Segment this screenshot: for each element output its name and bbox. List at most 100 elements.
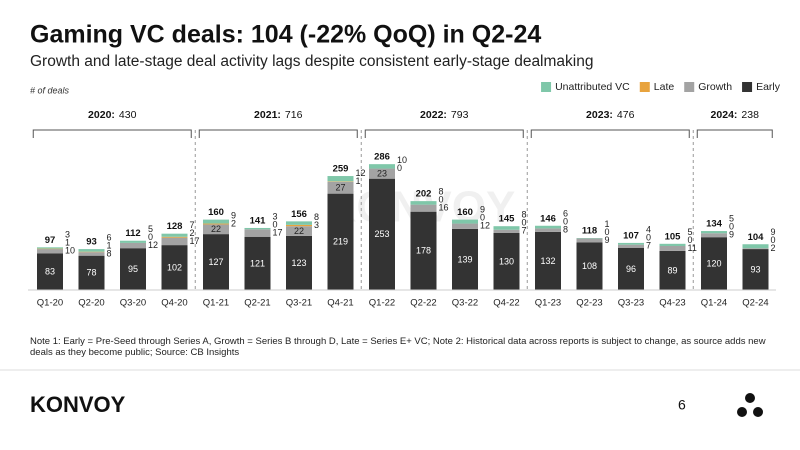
total-label: 145 [499, 214, 516, 225]
data-label: 0 [439, 195, 444, 205]
data-label: 253 [374, 229, 389, 239]
data-label: 12 [480, 221, 490, 231]
data-label: 4 [646, 225, 651, 235]
data-label: 83 [45, 267, 55, 277]
title: Gaming VC deals: 104 (-22% QoQ) in Q2-24 [30, 21, 541, 49]
bar-segment [452, 228, 478, 290]
bar-segment [535, 225, 561, 229]
x-tick-label: Q1-21 [203, 298, 229, 309]
bar-segment [369, 164, 395, 169]
data-label: 0 [273, 219, 278, 229]
data-label: 8 [563, 225, 568, 235]
bar-segment [618, 244, 644, 248]
data-label: 0 [688, 235, 693, 245]
data-label: 0 [522, 218, 527, 228]
total-label: 134 [706, 219, 723, 230]
bar-segment [78, 249, 105, 252]
bar-segment [286, 221, 312, 225]
data-label: 8 [439, 187, 444, 197]
total-label: 286 [374, 152, 390, 163]
year-name: 2024: [711, 109, 738, 121]
data-label: 12 [356, 168, 366, 178]
bar-segment [161, 233, 188, 237]
bar-segment [659, 243, 686, 246]
data-label: 23 [377, 168, 387, 178]
data-label: 3 [314, 220, 319, 230]
data-label: 0 [148, 232, 153, 242]
year-label: 2024: 238 [711, 109, 760, 121]
x-tick-label: Q2-21 [244, 298, 270, 309]
x-tick-label: Q4-21 [327, 298, 353, 309]
total-label: 160 [208, 207, 224, 218]
bar-segment [659, 250, 686, 290]
legend-swatch [742, 82, 753, 92]
x-tick-label: Q1-20 [37, 298, 63, 309]
legend-swatch [639, 82, 650, 92]
legend-swatch [541, 82, 552, 92]
data-label: 108 [582, 261, 597, 271]
x-tick-label: Q3-21 [286, 298, 312, 309]
bar-segment [535, 228, 561, 232]
data-label: 8 [107, 248, 112, 258]
data-label: 96 [626, 264, 636, 274]
year-label: 2021: 716 [254, 109, 303, 121]
bar-segment [120, 248, 146, 290]
data-label: 78 [86, 268, 96, 278]
data-label: 17 [190, 236, 200, 246]
data-label: 5 [729, 214, 734, 224]
bar-segment [120, 242, 146, 249]
total-label: 105 [665, 231, 682, 242]
year-label: 2023: 476 [586, 109, 635, 121]
data-label: 102 [167, 262, 182, 272]
x-tick-label: Q3-23 [618, 298, 644, 309]
total-label: 156 [291, 209, 307, 220]
data-label: 0 [480, 213, 485, 223]
data-label: 178 [416, 246, 431, 256]
bar-segment [369, 178, 395, 290]
total-label: 112 [125, 228, 140, 239]
bar-segment [78, 252, 105, 256]
legend-label: Late [654, 81, 675, 93]
data-label: 6 [107, 232, 112, 242]
x-tick-label: Q4-23 [659, 298, 685, 309]
total-label: 128 [167, 221, 183, 232]
logo [737, 393, 763, 417]
x-tick-label: Q2-20 [78, 298, 104, 309]
bar-segment [493, 229, 520, 233]
data-label: 3 [273, 211, 278, 221]
bar-segment [327, 181, 354, 194]
data-label: 89 [667, 265, 677, 275]
data-label: 5 [688, 227, 693, 237]
bar-segment [742, 249, 769, 290]
bar-segment [369, 168, 395, 179]
data-label: 9 [605, 235, 610, 245]
legend-label: Unattributed VC [555, 81, 630, 93]
legend-label: Growth [698, 81, 732, 93]
bar-segment [535, 231, 561, 290]
data-label: 0 [605, 227, 610, 237]
year-bracket [364, 129, 524, 138]
x-tick-label: Q4-20 [161, 298, 187, 309]
total-label: 160 [457, 207, 473, 218]
total-label: 104 [748, 232, 765, 243]
year-bracket [696, 129, 773, 138]
x-tick-label: Q1-24 [701, 298, 727, 309]
data-label: 127 [208, 257, 223, 267]
bar-segment [493, 226, 520, 230]
bar-segment [701, 233, 727, 238]
data-label: 139 [457, 254, 472, 264]
data-label: 7 [646, 241, 651, 251]
year-name: 2021: [254, 109, 281, 121]
data-label: 3 [65, 230, 70, 240]
year-total: 716 [285, 109, 303, 121]
total-label: 93 [86, 237, 97, 248]
data-label: 1 [65, 238, 70, 248]
data-label: 121 [250, 258, 265, 268]
data-label: 10 [65, 246, 75, 256]
bar-segment [701, 231, 727, 234]
year-bracket [32, 129, 192, 138]
data-label: 8 [314, 212, 319, 222]
bar-segment [203, 224, 229, 235]
year-name: 2020: [88, 109, 115, 121]
